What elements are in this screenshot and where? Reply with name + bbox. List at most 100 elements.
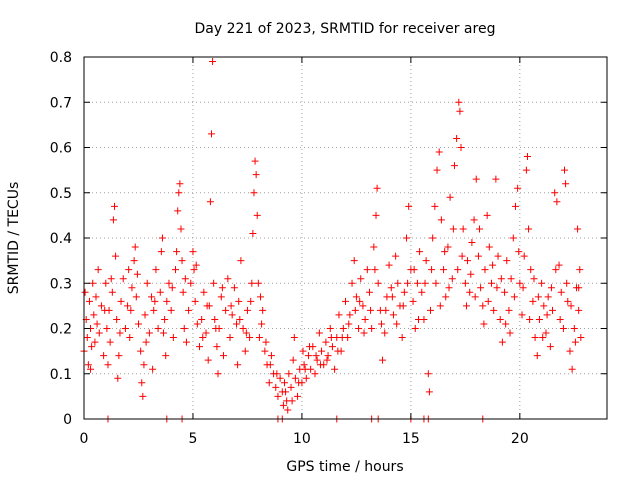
data-point bbox=[255, 334, 263, 342]
y-tick-label: 0.8 bbox=[50, 50, 72, 66]
data-point bbox=[85, 297, 93, 305]
data-point bbox=[506, 329, 514, 337]
data-point bbox=[191, 297, 199, 305]
data-point bbox=[542, 329, 550, 337]
data-point bbox=[520, 252, 528, 260]
data-point bbox=[525, 225, 533, 233]
data-point bbox=[127, 306, 135, 314]
data-point bbox=[276, 374, 284, 382]
data-point bbox=[234, 361, 242, 369]
data-point bbox=[352, 293, 360, 301]
data-point bbox=[257, 293, 265, 301]
data-point bbox=[95, 329, 103, 337]
data-point bbox=[468, 239, 476, 247]
data-point bbox=[89, 279, 97, 287]
data-point bbox=[249, 229, 257, 237]
data-point bbox=[510, 293, 518, 301]
data-point bbox=[385, 261, 393, 269]
data-point bbox=[156, 288, 164, 296]
data-point bbox=[389, 311, 397, 319]
data-point bbox=[152, 266, 160, 274]
data-point bbox=[393, 320, 401, 328]
data-point bbox=[94, 266, 102, 274]
data-point bbox=[181, 275, 189, 283]
data-point bbox=[493, 284, 501, 292]
data-point bbox=[124, 302, 132, 310]
data-point bbox=[577, 334, 585, 342]
data-point bbox=[169, 334, 177, 342]
data-point bbox=[97, 302, 105, 310]
x-tick-label: 5 bbox=[188, 431, 197, 447]
data-point bbox=[274, 392, 282, 400]
data-point bbox=[387, 284, 395, 292]
data-point bbox=[374, 279, 382, 287]
data-point bbox=[519, 284, 527, 292]
data-point bbox=[563, 279, 571, 287]
data-point bbox=[571, 338, 579, 346]
data-point bbox=[546, 343, 554, 351]
data-point bbox=[211, 315, 219, 323]
y-tick-label: 0.7 bbox=[50, 95, 72, 111]
data-point bbox=[92, 293, 100, 301]
data-point bbox=[472, 175, 480, 183]
data-point bbox=[509, 234, 517, 242]
data-point bbox=[285, 370, 293, 378]
data-point bbox=[464, 257, 472, 265]
data-point bbox=[299, 347, 307, 355]
data-point bbox=[556, 315, 564, 323]
data-point bbox=[174, 207, 182, 215]
data-point bbox=[106, 338, 114, 346]
data-point bbox=[339, 325, 347, 332]
data-point bbox=[267, 352, 275, 360]
data-point bbox=[555, 261, 563, 269]
x-tick-label: 0 bbox=[80, 431, 89, 447]
data-point bbox=[108, 288, 116, 296]
data-point bbox=[116, 329, 124, 337]
data-point bbox=[313, 356, 321, 364]
data-point bbox=[237, 257, 245, 265]
data-point bbox=[553, 198, 561, 206]
data-point bbox=[154, 325, 162, 332]
data-point bbox=[338, 334, 346, 342]
data-point bbox=[570, 325, 578, 332]
data-point bbox=[326, 325, 334, 332]
data-point bbox=[371, 266, 379, 274]
data-point bbox=[410, 266, 418, 274]
data-point bbox=[498, 338, 506, 346]
data-point bbox=[490, 306, 498, 314]
data-point bbox=[318, 347, 326, 355]
data-point bbox=[252, 171, 260, 179]
data-point bbox=[429, 234, 437, 242]
data-point bbox=[280, 379, 288, 387]
data-point bbox=[251, 157, 259, 165]
data-point bbox=[411, 325, 419, 332]
data-point bbox=[131, 243, 139, 251]
y-tick-label: 0.1 bbox=[50, 367, 72, 383]
data-point bbox=[107, 275, 115, 283]
data-point bbox=[514, 184, 522, 192]
data-point bbox=[138, 379, 146, 387]
data-point bbox=[128, 284, 136, 292]
data-point bbox=[540, 302, 548, 310]
y-tick-label: 0 bbox=[63, 412, 72, 428]
x-axis-label: GPS time / hours bbox=[286, 459, 403, 475]
data-point bbox=[295, 379, 303, 387]
data-point bbox=[141, 311, 149, 319]
data-point bbox=[214, 370, 222, 378]
data-point bbox=[178, 257, 186, 265]
data-point bbox=[403, 234, 411, 242]
data-point bbox=[516, 279, 524, 287]
data-point bbox=[167, 306, 175, 314]
data-point bbox=[507, 275, 515, 283]
data-point bbox=[496, 315, 504, 323]
data-point bbox=[418, 288, 426, 296]
data-point bbox=[533, 352, 541, 360]
data-point bbox=[476, 225, 484, 233]
data-point bbox=[266, 361, 274, 369]
axis-ticks bbox=[83, 56, 607, 420]
data-point bbox=[209, 58, 217, 66]
data-point bbox=[428, 266, 436, 274]
data-point bbox=[503, 257, 511, 265]
data-point bbox=[450, 162, 458, 170]
data-point bbox=[568, 365, 576, 373]
